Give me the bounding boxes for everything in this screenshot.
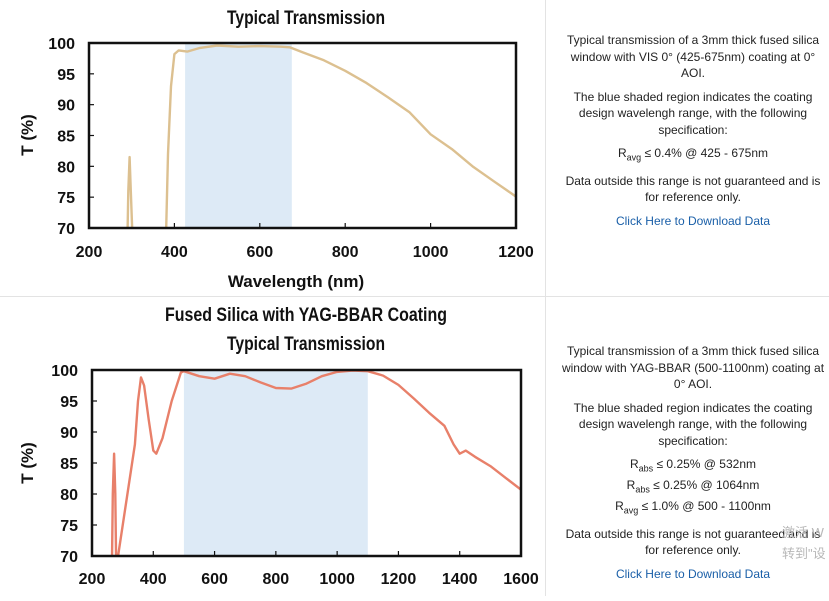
download-data-link[interactable]: Click Here to Download Data bbox=[615, 566, 771, 581]
download-data-link[interactable]: Click Here to Download Data bbox=[615, 213, 771, 228]
y-axis-label: T (%) bbox=[18, 442, 37, 484]
y-tick-label: 70 bbox=[60, 549, 78, 566]
y-tick-label: 90 bbox=[60, 425, 78, 442]
y-tick-label: 95 bbox=[60, 394, 78, 411]
x-tick-label: 1400 bbox=[442, 571, 478, 588]
transmission-chart-yag: Fused Silica with YAG-BBAR Coating Typica… bbox=[18, 305, 539, 588]
y-axis-label: T (%) bbox=[18, 114, 37, 156]
y-tick-label: 85 bbox=[57, 129, 75, 146]
spec-line: Rabs ≤ 0.25% @ 532nm bbox=[629, 457, 757, 474]
y-tick-label: 70 bbox=[57, 221, 75, 238]
x-tick-label: 1200 bbox=[381, 571, 417, 588]
y-tick-label: 90 bbox=[57, 98, 75, 115]
y-tick-label: 85 bbox=[60, 456, 78, 473]
chart-row-yag: Fused Silica with YAG-BBAR Coating Typica… bbox=[0, 297, 829, 596]
x-axis-label: Wavelength (nm) bbox=[228, 272, 364, 291]
y-tick-label: 80 bbox=[57, 159, 75, 176]
x-tick-label: 1000 bbox=[319, 571, 355, 588]
spec-list: Rabs ≤ 0.25% @ 532nm Rabs ≤ 0.25% @ 1064… bbox=[558, 456, 828, 519]
x-tick-label: 600 bbox=[201, 571, 228, 588]
y-tick-label: 75 bbox=[60, 518, 78, 535]
chart-title: Typical Transmission bbox=[227, 8, 385, 29]
os-watermark-text: 激活 W bbox=[782, 525, 824, 540]
transmission-line bbox=[126, 44, 516, 228]
transmission-line bbox=[110, 370, 521, 556]
plot-frame bbox=[87, 41, 518, 230]
chart-title: Typical Transmission bbox=[227, 334, 385, 355]
transmission-chart-vis: Typical Transmission 70 75 80 85 90 95 100 200 40… bbox=[18, 8, 534, 291]
x-tick-label: 1600 bbox=[503, 571, 539, 588]
x-tick-label: 1200 bbox=[498, 244, 534, 261]
description-text: Typical transmission of a 3mm thick fuse… bbox=[561, 344, 825, 391]
spec-line: Ravg ≤ 1.0% @ 500 - 1100nm bbox=[615, 498, 771, 516]
coating-design-region bbox=[183, 370, 368, 556]
coating-design-region bbox=[185, 43, 292, 228]
x-tick-label: 400 bbox=[140, 571, 167, 588]
description-vis: Typical transmission of a 3mm thick fuse… bbox=[558, 32, 828, 236]
x-tick-label: 200 bbox=[76, 244, 103, 261]
spec-line: Ravg ≤ 0.4% @ 425 - 675nm bbox=[617, 146, 769, 163]
disclaimer-text: Data outside this range is not guarantee… bbox=[565, 173, 821, 205]
y-tick-label: 100 bbox=[48, 36, 75, 53]
description-panel-vis: Typical transmission of a 3mm thick fuse… bbox=[546, 0, 829, 296]
chart-title: Fused Silica with YAG-BBAR Coating bbox=[165, 305, 447, 326]
x-tick-label: 1000 bbox=[413, 244, 449, 261]
disclaimer-text: Data outside this range is not guarantee… bbox=[565, 526, 821, 558]
description-panel-yag: Typical transmission of a 3mm thick fuse… bbox=[546, 297, 829, 596]
y-tick-label: 80 bbox=[60, 487, 78, 504]
x-tick-label: 200 bbox=[79, 571, 106, 588]
x-tick-label: 800 bbox=[263, 571, 290, 588]
chart-panel-vis: Typical Transmission 70 75 80 85 90 95 100 200 40… bbox=[0, 0, 546, 296]
chart-row-vis: Typical Transmission 70 75 80 85 90 95 100 200 40… bbox=[0, 0, 829, 297]
x-tick-label: 600 bbox=[246, 244, 273, 261]
description-text: The blue shaded region indicates the coa… bbox=[573, 89, 813, 137]
description-text: Typical transmission of a 3mm thick fuse… bbox=[566, 33, 820, 80]
x-tick-label: 800 bbox=[332, 244, 359, 261]
spec-list: Ravg ≤ 0.4% @ 425 - 675nm bbox=[558, 145, 828, 166]
y-tick-label: 75 bbox=[57, 190, 75, 207]
x-tick-label: 400 bbox=[161, 244, 188, 261]
spec-line: Rabs ≤ 0.25% @ 1064nm bbox=[626, 477, 760, 495]
description-yag: Typical transmission of a 3mm thick fuse… bbox=[558, 343, 828, 589]
y-tick-label: 95 bbox=[57, 67, 75, 84]
os-watermark-text: 转到"设 bbox=[782, 546, 826, 561]
chart-panel-yag: Fused Silica with YAG-BBAR Coating Typica… bbox=[0, 297, 546, 596]
y-tick-label: 100 bbox=[51, 363, 78, 380]
description-text: The blue shaded region indicates the coa… bbox=[573, 400, 813, 448]
